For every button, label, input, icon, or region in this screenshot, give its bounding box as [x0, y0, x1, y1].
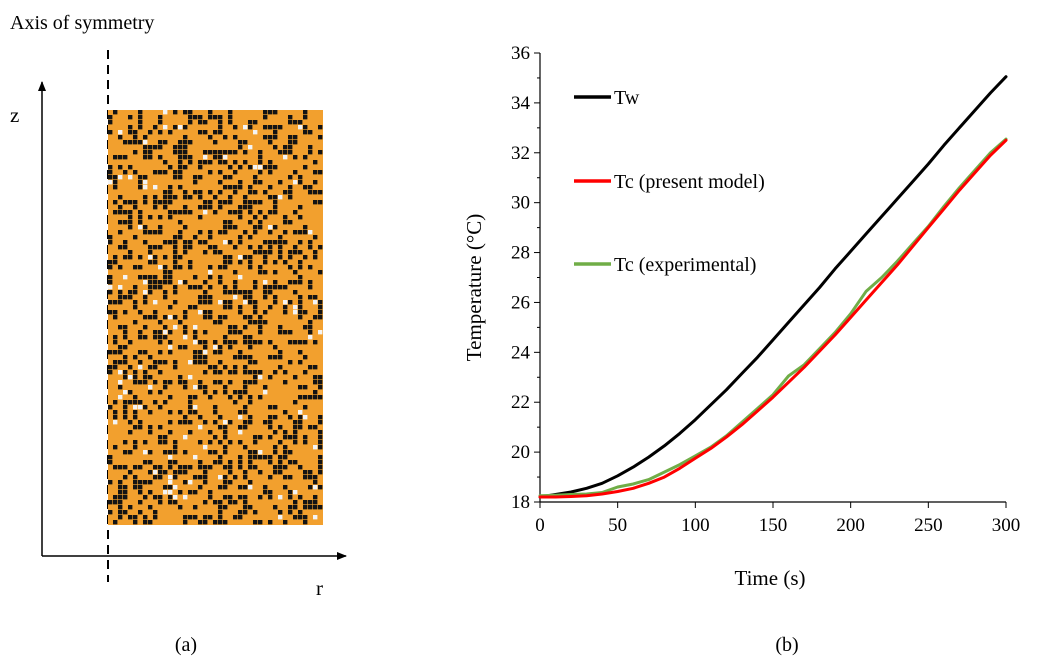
- porous-domain: [108, 110, 323, 525]
- y-tick-label: 24: [511, 342, 531, 363]
- series-line-tw: [538, 75, 1008, 499]
- panel-a-caption: (a): [175, 634, 197, 656]
- legend-label: Tc (present model): [614, 171, 765, 193]
- panel-a: Axis of symmetry z r (a): [10, 12, 347, 656]
- panel-b: 18 20 22 24 26 28 30 32 34 36 0 50 100 150 200 250 300 Ti…: [462, 43, 1020, 656]
- z-axis-label: z: [10, 103, 19, 127]
- r-axis-label: r: [316, 576, 323, 600]
- legend-label: Tw: [614, 87, 640, 109]
- series-line-tc-experimental: [538, 137, 1008, 498]
- y-tick-label: 22: [511, 392, 530, 413]
- axis-of-symmetry-label: Axis of symmetry: [10, 12, 154, 34]
- y-tick-label: 18: [511, 492, 530, 513]
- x-tick-label: 300: [992, 515, 1021, 536]
- y-tick-label: 20: [511, 442, 530, 463]
- series-line-tc-present-model: [538, 138, 1008, 499]
- chart-area: 18 20 22 24 26 28 30 32 34 36 0 50 100 150 200 250 300 Ti…: [462, 43, 1020, 590]
- y-tick-label: 30: [511, 193, 530, 214]
- y-tick-label: 28: [511, 243, 530, 264]
- legend-label: Tc (experimental): [614, 254, 756, 276]
- panel-b-caption: (b): [775, 634, 798, 656]
- y-tick-label: 32: [511, 143, 530, 164]
- x-tick-label: 0: [535, 515, 545, 536]
- x-axis-title: Time (s): [735, 566, 806, 590]
- y-tick-label: 36: [511, 43, 530, 64]
- x-tick-label: 150: [759, 515, 788, 536]
- solid-particles: [108, 110, 323, 525]
- y-axis-title: Temperature (°C): [462, 214, 486, 361]
- x-tick-label: 250: [914, 515, 943, 536]
- y-tick-label: 26: [511, 292, 530, 313]
- x-tick-label: 50: [608, 515, 627, 536]
- y-tick-label: 34: [511, 93, 531, 114]
- x-tick-label: 100: [681, 515, 710, 536]
- x-tick-label: 200: [836, 515, 865, 536]
